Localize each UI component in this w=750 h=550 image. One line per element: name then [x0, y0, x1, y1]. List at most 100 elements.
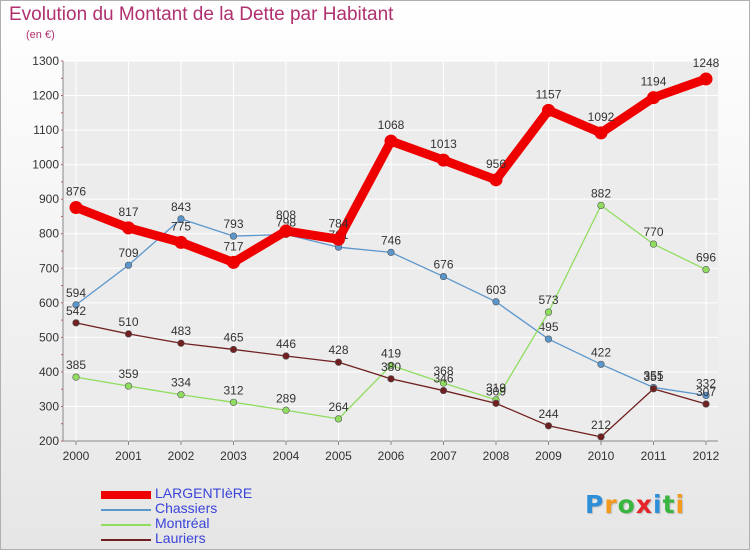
data-point: [282, 352, 290, 360]
data-label: 1157: [536, 87, 562, 101]
data-label: 309: [486, 384, 506, 398]
legend-label: LARGENTIèRE: [155, 485, 253, 501]
data-label: 746: [381, 233, 401, 247]
data-label: 594: [66, 286, 86, 300]
logo-letter: x: [635, 490, 653, 519]
y-tick-label: 500: [39, 330, 59, 344]
data-point: [544, 335, 553, 343]
legend-swatch: [101, 539, 151, 541]
data-point: [177, 339, 185, 347]
x-tick-label: 2008: [483, 449, 510, 463]
x-tick-label: 2003: [220, 449, 247, 463]
data-label: 264: [328, 400, 348, 414]
data-point: [334, 358, 343, 366]
data-label: 573: [538, 293, 558, 307]
data-point: [492, 399, 500, 407]
data-point: [492, 298, 500, 306]
legend-label: Lauriers: [155, 530, 206, 546]
data-point: [702, 266, 710, 274]
data-point: [594, 126, 608, 140]
legend-swatch: [101, 524, 151, 526]
data-label: 212: [591, 418, 611, 432]
data-point: [279, 224, 293, 238]
data-point: [544, 422, 553, 430]
data-label: 385: [66, 358, 86, 372]
data-point: [124, 330, 133, 338]
data-label: 876: [66, 184, 86, 198]
data-label: 307: [696, 385, 716, 399]
y-tick-label: 1300: [32, 54, 59, 68]
data-label: 717: [223, 239, 243, 253]
data-point: [282, 406, 290, 414]
x-tick-label: 2010: [588, 449, 615, 463]
data-label: 784: [328, 216, 348, 230]
data-point: [229, 398, 238, 406]
data-label: 817: [118, 205, 138, 219]
data-point: [72, 373, 80, 381]
data-point: [177, 215, 185, 223]
data-point: [177, 391, 185, 399]
data-label: 603: [486, 283, 506, 297]
data-label: 696: [696, 251, 716, 265]
data-point: [699, 72, 713, 86]
data-label: 1248: [693, 56, 720, 70]
data-point: [439, 272, 448, 281]
x-tick-label: 2000: [63, 449, 90, 463]
y-tick-label: 800: [39, 227, 59, 241]
data-label: 495: [538, 320, 558, 334]
data-label: 312: [223, 383, 243, 397]
data-label: 289: [276, 391, 296, 405]
x-tick-label: 2007: [430, 449, 457, 463]
data-label: 428: [328, 343, 348, 357]
data-label: 956: [486, 157, 506, 171]
data-point: [387, 375, 395, 383]
legend-label: Chassiers: [155, 500, 218, 516]
data-label: 465: [223, 330, 243, 344]
data-label: 346: [433, 372, 453, 386]
data-label: 676: [433, 258, 453, 272]
data-point: [229, 232, 238, 240]
legend-label: Montréal: [155, 515, 210, 531]
data-label: 793: [223, 217, 243, 231]
y-tick-label: 700: [39, 261, 59, 275]
data-point: [542, 103, 555, 117]
data-point: [122, 221, 135, 235]
data-label: 419: [381, 346, 401, 360]
x-tick-label: 2005: [325, 449, 352, 463]
data-point: [702, 400, 710, 408]
data-point: [647, 91, 660, 105]
data-point: [229, 345, 238, 354]
data-label: 483: [171, 324, 191, 338]
data-label: 542: [66, 304, 86, 318]
data-label: 334: [171, 376, 191, 390]
data-label: 770: [643, 225, 663, 239]
x-tick-label: 2001: [115, 449, 142, 463]
x-tick-label: 2006: [378, 449, 405, 463]
x-tick-label: 2002: [168, 449, 195, 463]
data-point: [124, 261, 133, 269]
data-label: 709: [118, 246, 138, 260]
chart-subtitle: (en €): [26, 29, 55, 41]
data-label: 798: [276, 215, 296, 229]
y-tick-label: 1200: [32, 89, 59, 103]
data-point: [387, 248, 395, 256]
data-point: [649, 240, 658, 248]
data-point: [439, 386, 448, 395]
logo-letter: i: [675, 490, 686, 519]
x-tick-label: 2012: [693, 449, 720, 463]
data-point: [702, 391, 710, 400]
data-point: [72, 301, 80, 309]
logo-letter: o: [617, 490, 636, 519]
data-point: [597, 201, 605, 209]
data-label: 332: [696, 376, 716, 390]
data-point: [597, 360, 605, 368]
data-point: [332, 232, 345, 246]
data-label: 1092: [588, 110, 615, 124]
data-label: 510: [118, 315, 138, 329]
data-label: 368: [433, 364, 453, 378]
x-tick-label: 2009: [535, 449, 562, 463]
chart-title: Evolution du Montant de la Dette par Hab…: [9, 4, 394, 25]
y-tick-label: 300: [39, 399, 59, 413]
